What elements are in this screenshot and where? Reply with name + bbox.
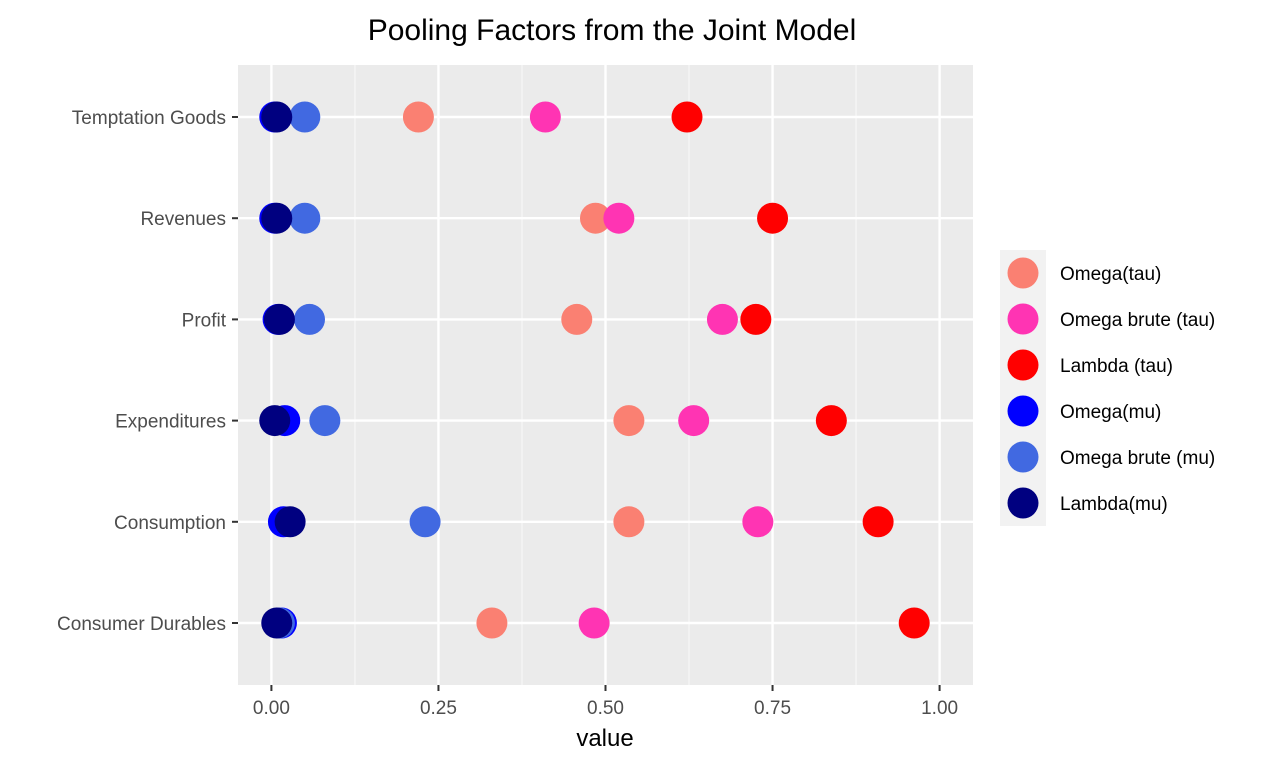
legend-key-swatch bbox=[1007, 487, 1039, 519]
y-axis: Temptation Goods Revenues Profit Expenditur… bbox=[57, 108, 238, 635]
data-point bbox=[706, 303, 738, 335]
data-point bbox=[898, 607, 930, 639]
data-point bbox=[259, 405, 291, 437]
data-point bbox=[561, 303, 593, 335]
data-point bbox=[613, 405, 645, 437]
data-point bbox=[815, 405, 847, 437]
data-point bbox=[578, 607, 610, 639]
legend-key-swatch bbox=[1007, 349, 1039, 381]
x-axis: 0.00 0.25 0.50 0.75 1.00 bbox=[253, 685, 958, 719]
legend-key-swatch bbox=[1007, 257, 1039, 289]
x-tick-label: 0.75 bbox=[754, 698, 791, 719]
data-point bbox=[261, 101, 293, 133]
legend-key-swatch bbox=[1007, 441, 1039, 473]
data-point bbox=[862, 506, 894, 538]
legend-key-swatch bbox=[1007, 303, 1039, 335]
data-point bbox=[309, 405, 341, 437]
data-point bbox=[261, 202, 293, 234]
y-tick-label: Temptation Goods bbox=[72, 108, 226, 129]
y-tick-label: Expenditures bbox=[115, 412, 226, 433]
x-tick-label: 0.00 bbox=[253, 698, 290, 719]
data-point bbox=[529, 101, 561, 133]
legend-key-swatch bbox=[1007, 395, 1039, 427]
y-tick-label: Consumer Durables bbox=[57, 614, 226, 635]
legend-label: Lambda (tau) bbox=[1060, 356, 1173, 377]
data-point bbox=[402, 101, 434, 133]
data-point bbox=[409, 506, 441, 538]
legend-label: Omega brute (mu) bbox=[1060, 448, 1215, 469]
data-point bbox=[603, 202, 635, 234]
legend-label: Omega(tau) bbox=[1060, 264, 1161, 285]
chart-title: Pooling Factors from the Joint Model bbox=[368, 14, 857, 47]
x-tick-label: 0.50 bbox=[587, 698, 624, 719]
data-point bbox=[579, 202, 611, 234]
data-point bbox=[293, 303, 325, 335]
data-points bbox=[259, 101, 930, 639]
data-point bbox=[757, 202, 789, 234]
legend-label: Lambda(mu) bbox=[1060, 494, 1168, 515]
x-tick-label: 0.25 bbox=[420, 698, 457, 719]
data-point bbox=[613, 506, 645, 538]
legend-label: Omega brute (tau) bbox=[1060, 310, 1215, 331]
y-tick-label: Profit bbox=[182, 310, 227, 331]
data-point bbox=[274, 506, 306, 538]
data-point bbox=[671, 101, 703, 133]
legend-label: Omega(mu) bbox=[1060, 402, 1161, 423]
data-point bbox=[476, 607, 508, 639]
legend: Omega(tau) Omega brute (tau) Lambda (tau) O… bbox=[1000, 250, 1215, 526]
y-tick-label: Consumption bbox=[114, 513, 226, 534]
data-point bbox=[263, 303, 295, 335]
y-tick-label: Revenues bbox=[140, 209, 226, 230]
data-point bbox=[261, 607, 293, 639]
data-point bbox=[289, 101, 321, 133]
data-point bbox=[742, 506, 774, 538]
x-tick-label: 1.00 bbox=[921, 698, 958, 719]
grid-minor bbox=[354, 65, 857, 685]
data-point bbox=[678, 405, 710, 437]
x-axis-title: value bbox=[576, 725, 633, 752]
data-point bbox=[740, 303, 772, 335]
data-point bbox=[289, 202, 321, 234]
